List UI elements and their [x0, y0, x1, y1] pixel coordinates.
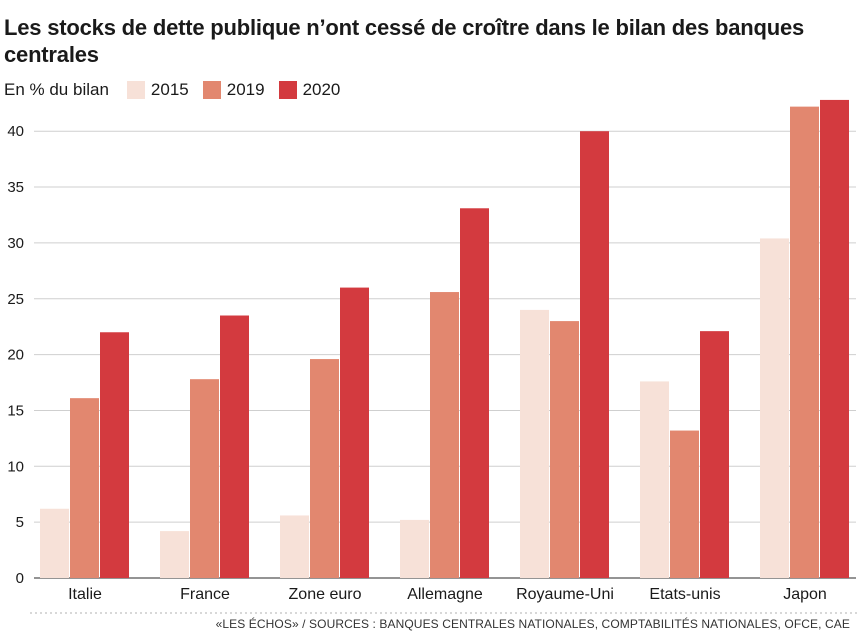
- bar-royaume-uni-2020: [580, 131, 609, 578]
- y-tick-label: 5: [16, 514, 24, 531]
- legend-entry-2019: 2019: [202, 80, 265, 100]
- legend-swatch-2015: [126, 81, 145, 99]
- legend-entry-2015: 2015: [126, 80, 189, 100]
- bar-japon-2015: [760, 238, 789, 578]
- chart-title: Les stocks de dette publique n’ont cessé…: [4, 15, 805, 67]
- bar-france-2020: [220, 315, 249, 578]
- y-tick-label: 35: [7, 179, 24, 196]
- legend-entry-2020: 2020: [278, 80, 341, 100]
- bar-japon-2019: [790, 106, 819, 578]
- legend: En % du bilan 2015 2019 2020: [4, 78, 354, 102]
- x-tick-label: Allemagne: [407, 586, 483, 603]
- y-tick-label: 40: [7, 123, 24, 140]
- bar-allemagne-2020: [460, 208, 489, 578]
- x-tick-label: Zone euro: [289, 586, 362, 603]
- bar-france-2015: [160, 531, 189, 578]
- bar-zone-euro-2015: [280, 515, 309, 578]
- x-tick-label: Royaume-Uni: [516, 586, 614, 603]
- bar-italie-2020: [100, 332, 129, 578]
- legend-swatch-2019: [202, 81, 221, 99]
- y-tick-labels: 0 5 10 15 20 25 30 35 40: [7, 123, 24, 587]
- bar-allemagne-2015: [400, 519, 429, 578]
- y-tick-label: 25: [7, 291, 24, 308]
- y-tick-label: 10: [7, 458, 24, 475]
- y-tick-label: 0: [16, 570, 24, 587]
- bar-royaume-uni-2019: [550, 321, 579, 578]
- bar-zone-euro-2020: [340, 287, 369, 578]
- bar-italie-2019: [70, 398, 99, 578]
- bar-etats-unis-2015: [640, 381, 669, 578]
- bar-allemagne-2019: [430, 292, 459, 578]
- x-tick-label: Italie: [68, 586, 102, 603]
- unit-label: En % du bilan: [4, 80, 109, 99]
- y-tick-label: 30: [7, 235, 24, 252]
- y-tick-label: 15: [7, 402, 24, 419]
- bar-royaume-uni-2015: [520, 309, 549, 578]
- bar-france-2019: [190, 379, 219, 578]
- legend-label-2015: 2015: [150, 80, 189, 99]
- legend-label-2020: 2020: [302, 80, 341, 99]
- bar-italie-2015: [40, 508, 69, 578]
- x-tick-labels: Italie France Zone euro Allemagne Royaume-Un…: [68, 586, 827, 603]
- x-tick-label: Etats-unis: [649, 586, 720, 603]
- bar-etats-unis-2020: [700, 331, 729, 578]
- source-note: «LES ÉCHOS» / SOURCES : BANQUES CENTRALE…: [215, 617, 850, 631]
- y-tick-label: 20: [7, 347, 24, 364]
- bar-zone-euro-2019: [310, 359, 339, 578]
- legend-swatch-2020: [278, 81, 297, 99]
- bars: [40, 99, 849, 578]
- legend-label-2019: 2019: [226, 80, 265, 99]
- bar-japon-2020: [820, 99, 849, 578]
- bar-etats-unis-2019: [670, 430, 699, 578]
- x-tick-label: France: [180, 586, 230, 603]
- x-tick-label: Japon: [783, 586, 827, 603]
